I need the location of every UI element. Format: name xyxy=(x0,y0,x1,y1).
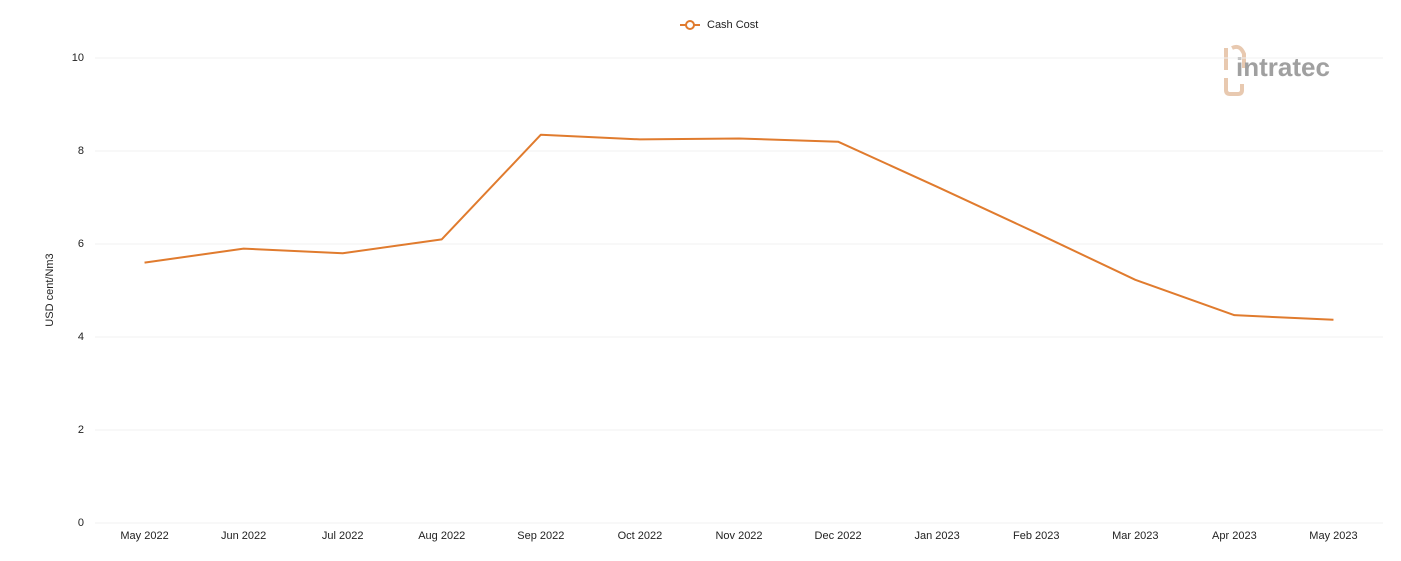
x-tick-label: Jul 2022 xyxy=(322,530,364,542)
logo: intratec xyxy=(1224,44,1330,96)
x-tick-label: Sep 2022 xyxy=(517,530,564,542)
x-tick-label: Dec 2022 xyxy=(815,530,862,542)
series-line xyxy=(144,133,1334,321)
x-tick-label: Jan 2023 xyxy=(915,530,960,542)
x-tick-label: Oct 2022 xyxy=(618,530,663,542)
x-tick-label: May 2023 xyxy=(1309,530,1357,542)
logo-text: intratec xyxy=(1236,52,1330,82)
x-tick-label: Mar 2023 xyxy=(1112,530,1158,542)
legend-label: Cash Cost xyxy=(707,19,758,31)
x-tick-label: May 2022 xyxy=(120,530,168,542)
x-tick-label: Feb 2023 xyxy=(1013,530,1059,542)
y-tick-label: 8 xyxy=(78,145,84,157)
x-tick-label: Apr 2023 xyxy=(1212,530,1257,542)
y-tick-label: 2 xyxy=(78,424,84,436)
y-tick-label: 6 xyxy=(78,238,84,250)
x-tick-label: Aug 2022 xyxy=(418,530,465,542)
logo-icon xyxy=(1224,44,1246,96)
x-tick-label: Nov 2022 xyxy=(715,530,762,542)
y-axis-label: USD cent/Nm3 xyxy=(44,253,56,326)
legend-marker xyxy=(685,20,695,30)
x-tick-label: Jun 2022 xyxy=(221,530,266,542)
y-tick-label: 0 xyxy=(78,517,84,529)
y-tick-label: 4 xyxy=(78,331,84,343)
y-tick-label: 10 xyxy=(72,52,84,64)
